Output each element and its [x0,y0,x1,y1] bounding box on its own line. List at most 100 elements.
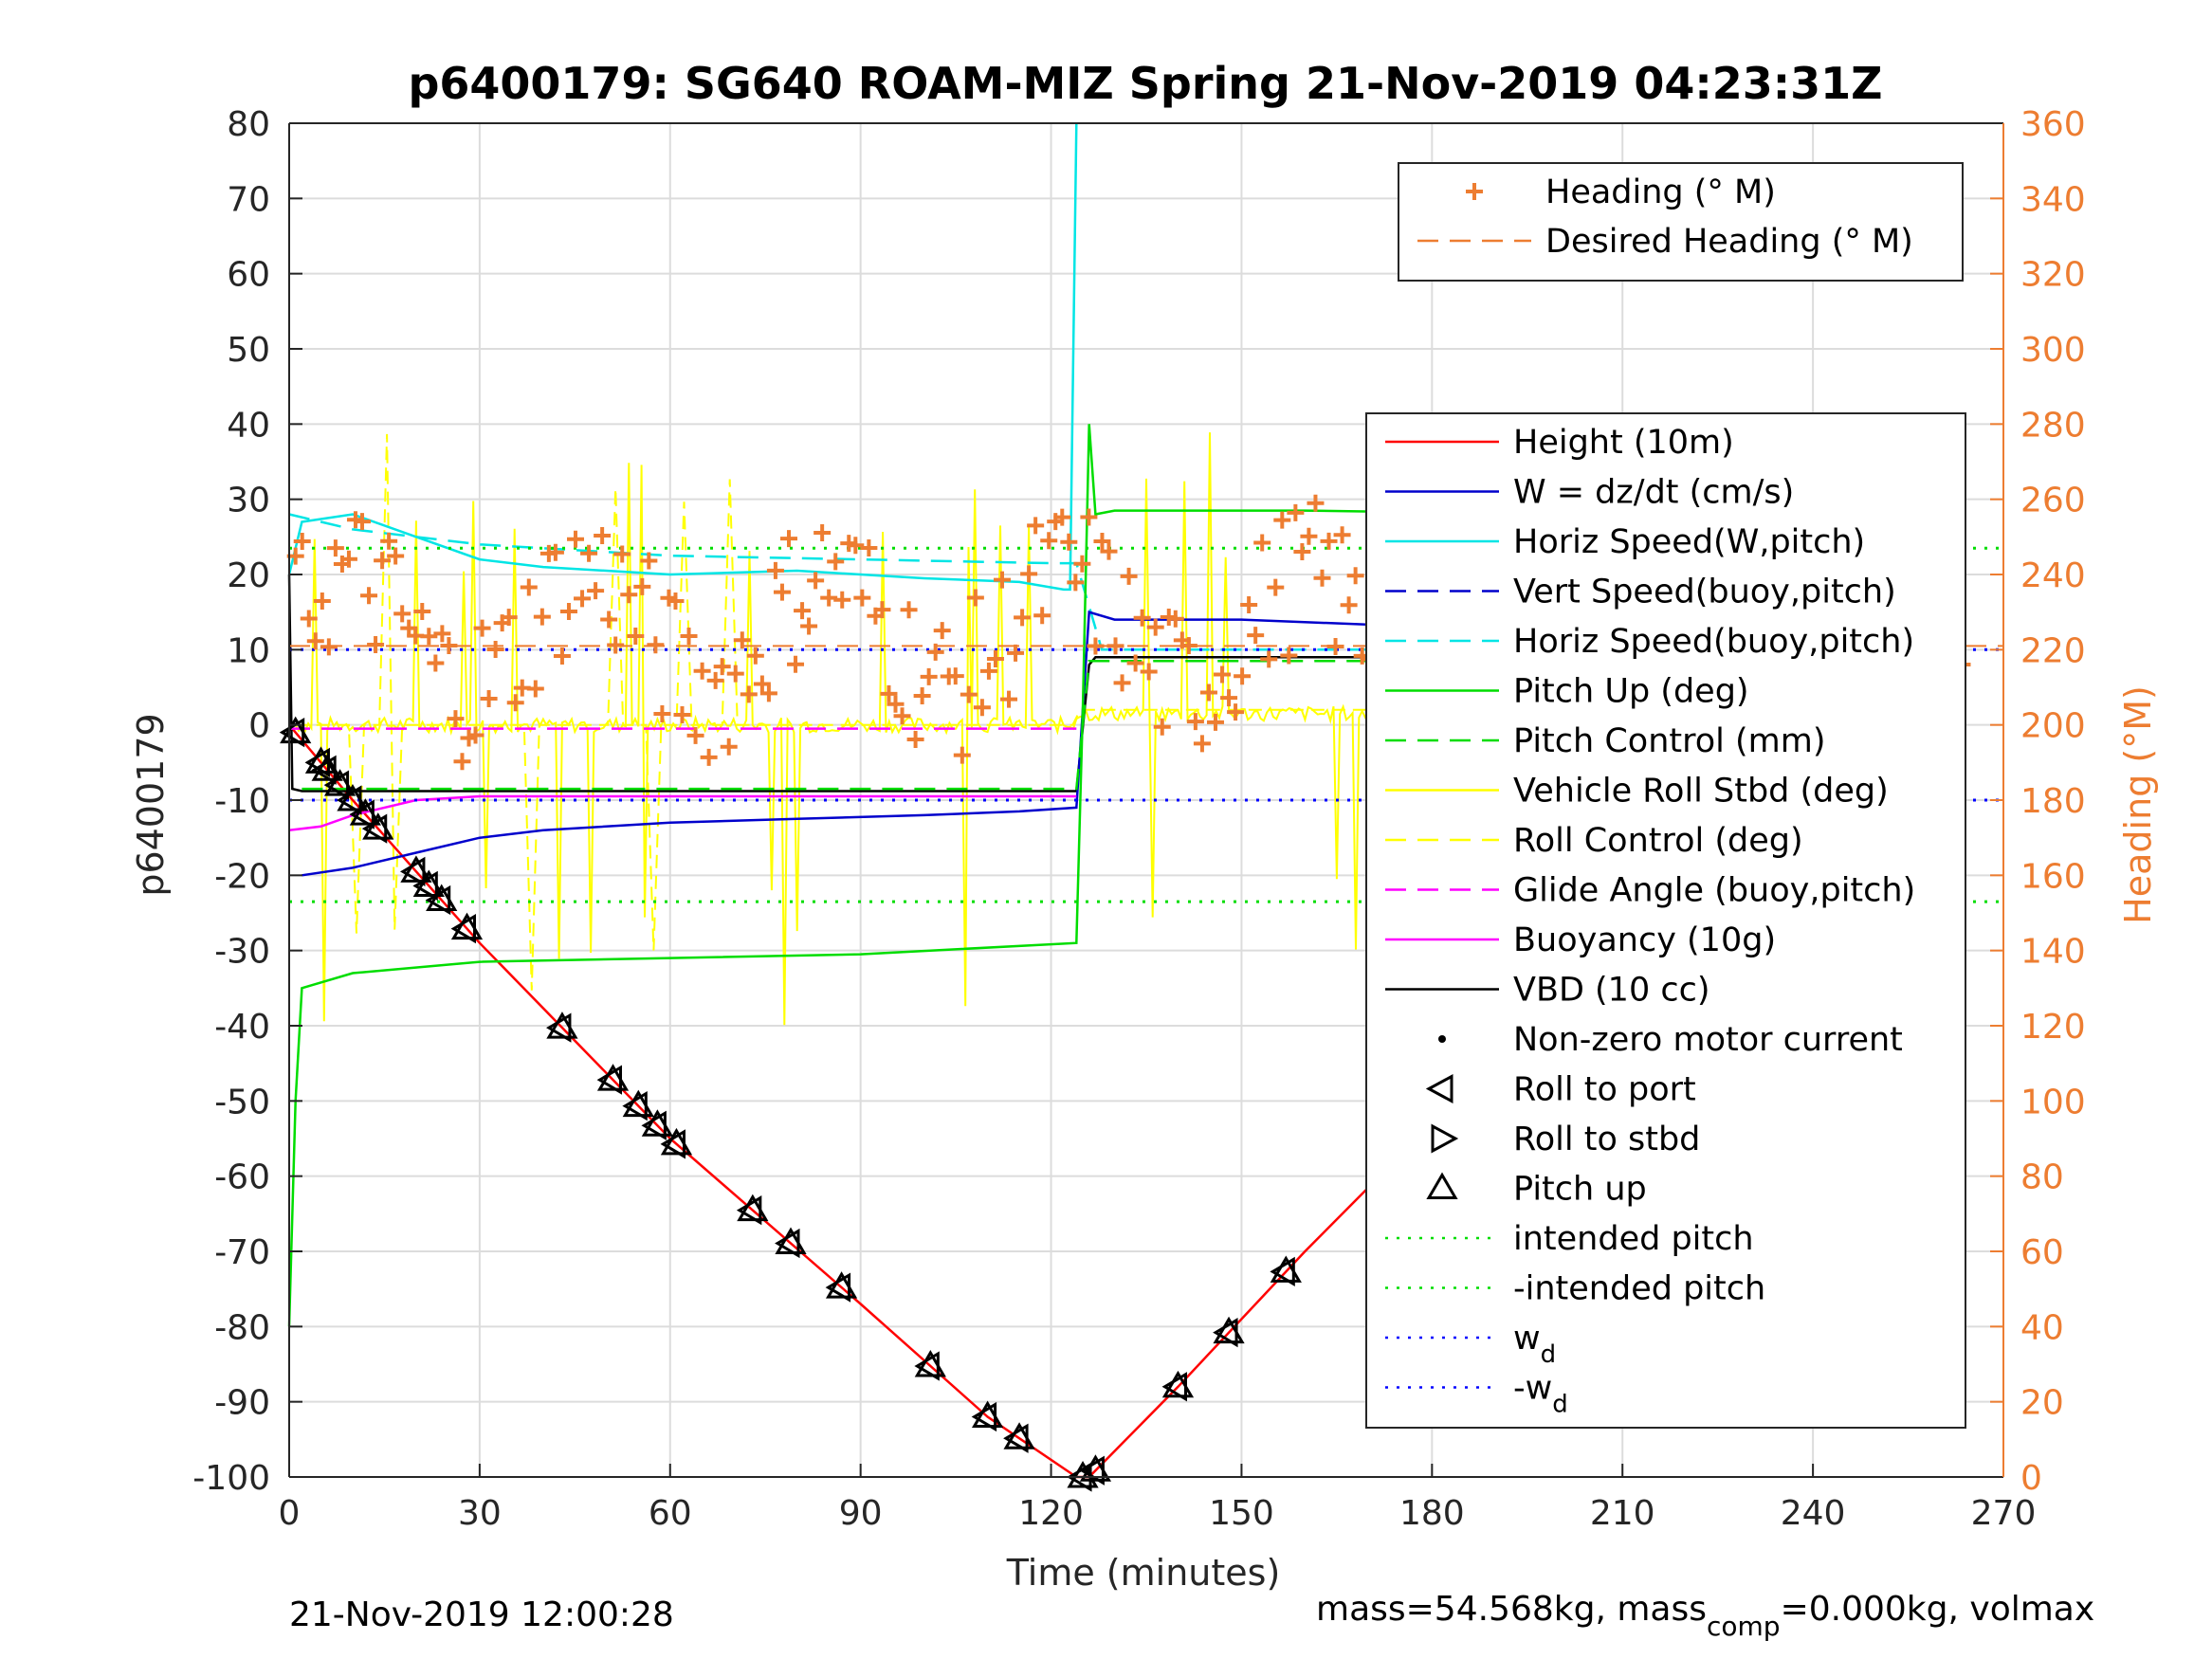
legend-swatch [1431,1123,1459,1154]
heading-marker [653,705,671,723]
heading-marker [613,545,631,563]
heading-marker [686,726,704,744]
legend-swatch [1466,183,1483,200]
heading-marker [567,530,585,548]
heading-marker [1033,607,1051,625]
roll-marker [971,1401,997,1432]
heading-marker [773,583,791,601]
heading-marker [326,539,344,557]
legend-box [1398,162,1964,282]
heading-marker [953,746,971,764]
heading-marker [1040,532,1058,550]
y-tick-label: 10 [227,631,270,670]
heading-marker [1280,647,1298,665]
legend-label: -wd [1513,1370,1568,1419]
heading-marker [986,649,1004,667]
y2-tick-label: 60 [2020,1233,2064,1272]
heading-marker [1287,503,1305,521]
heading-marker [600,611,618,629]
y2-tick-label: 300 [2020,331,2086,370]
heading-marker [1146,618,1164,636]
heading-marker [380,532,398,550]
heading-marker [1186,713,1204,731]
x-tick-label: 180 [1399,1494,1465,1533]
heading-marker [1260,650,1278,668]
roll-marker [361,813,388,844]
y2-tick-label: 0 [2020,1459,2042,1498]
x-axis-label: Time (minutes) [1006,1552,1281,1594]
heading-marker [1179,636,1197,654]
roll-marker [323,770,350,800]
heading-marker [680,627,698,645]
heading-marker [627,627,645,645]
heading-marker [1346,567,1364,585]
legend-label: VBD (10 cc) [1513,972,1710,1010]
legend-box [1365,412,1966,1429]
legend-label: Roll to stbd [1513,1121,1700,1158]
roll-marker [412,870,438,902]
legend-label: Pitch Up (deg) [1513,673,1749,711]
y2-tick-label: 160 [2020,857,2086,896]
heading-marker [320,638,338,656]
chart-title: p6400179: SG640 ROAM-MIZ Spring 21-Nov-2… [408,58,1882,109]
heading-marker [1113,674,1131,692]
footer-mass: mass=54.568kg, masscomp=0.000kg, volmax [1316,1590,2094,1642]
heading-marker [1166,610,1184,628]
heading-marker [1007,644,1025,662]
heading-marker [1333,526,1351,544]
legend-label: wd [1513,1320,1556,1369]
heading-marker [480,689,498,707]
heading-marker [293,532,311,550]
heading-marker [447,710,465,728]
y2-axis-label: Heading (°M) [2117,685,2159,924]
legend-label: Non-zero motor current [1513,1021,1903,1059]
heading-marker [420,628,438,646]
heading-marker [387,547,405,565]
heading-marker [427,654,445,672]
heading-marker [633,577,651,595]
heading-marker [607,636,625,654]
legend-label: Pitch up [1513,1171,1647,1209]
legend-swatch [1426,1172,1458,1199]
roll-marker [1213,1318,1238,1348]
heading-marker [533,608,551,626]
heading-marker [720,738,738,756]
y2-tick-label: 200 [2020,707,2086,746]
y-tick-label: -30 [214,933,270,972]
heading-marker [1153,718,1171,736]
heading-marker [673,706,691,724]
legend-label: Height (10m) [1513,424,1734,462]
heading-marker [933,622,951,640]
legend-label: Vehicle Roll Stbd (deg) [1513,773,1889,811]
heading-marker [814,524,832,542]
legend-label: Roll to port [1513,1071,1696,1109]
heading-marker [926,643,944,661]
heading-marker [466,726,484,744]
heading-marker [1307,494,1325,512]
heading-marker [354,513,372,531]
series-horiz-speed-buoy-pitch- [288,513,1940,651]
heading-marker [1240,595,1258,613]
heading-marker [807,572,825,590]
heading-marker [733,631,751,649]
roll-marker [545,1012,572,1043]
heading-marker [453,753,471,771]
y-tick-label: -10 [214,782,270,821]
heading-marker [1313,569,1331,587]
legend-heading: Heading (° M) Desired Heading (° M) [1398,162,1964,282]
y-tick-label: -90 [214,1384,270,1423]
x-tick-label: 30 [458,1494,502,1533]
heading-marker [587,582,605,600]
heading-marker [546,543,564,561]
x-tick-label: 210 [1590,1494,1655,1533]
heading-marker [339,550,357,568]
roll-marker [279,717,305,748]
heading-marker [800,617,818,635]
heading-marker [779,530,797,548]
x-tick-label: 90 [839,1494,883,1533]
heading-marker [1126,654,1144,672]
heading-marker [486,640,504,658]
heading-marker [300,610,318,628]
heading-marker [1140,663,1158,681]
